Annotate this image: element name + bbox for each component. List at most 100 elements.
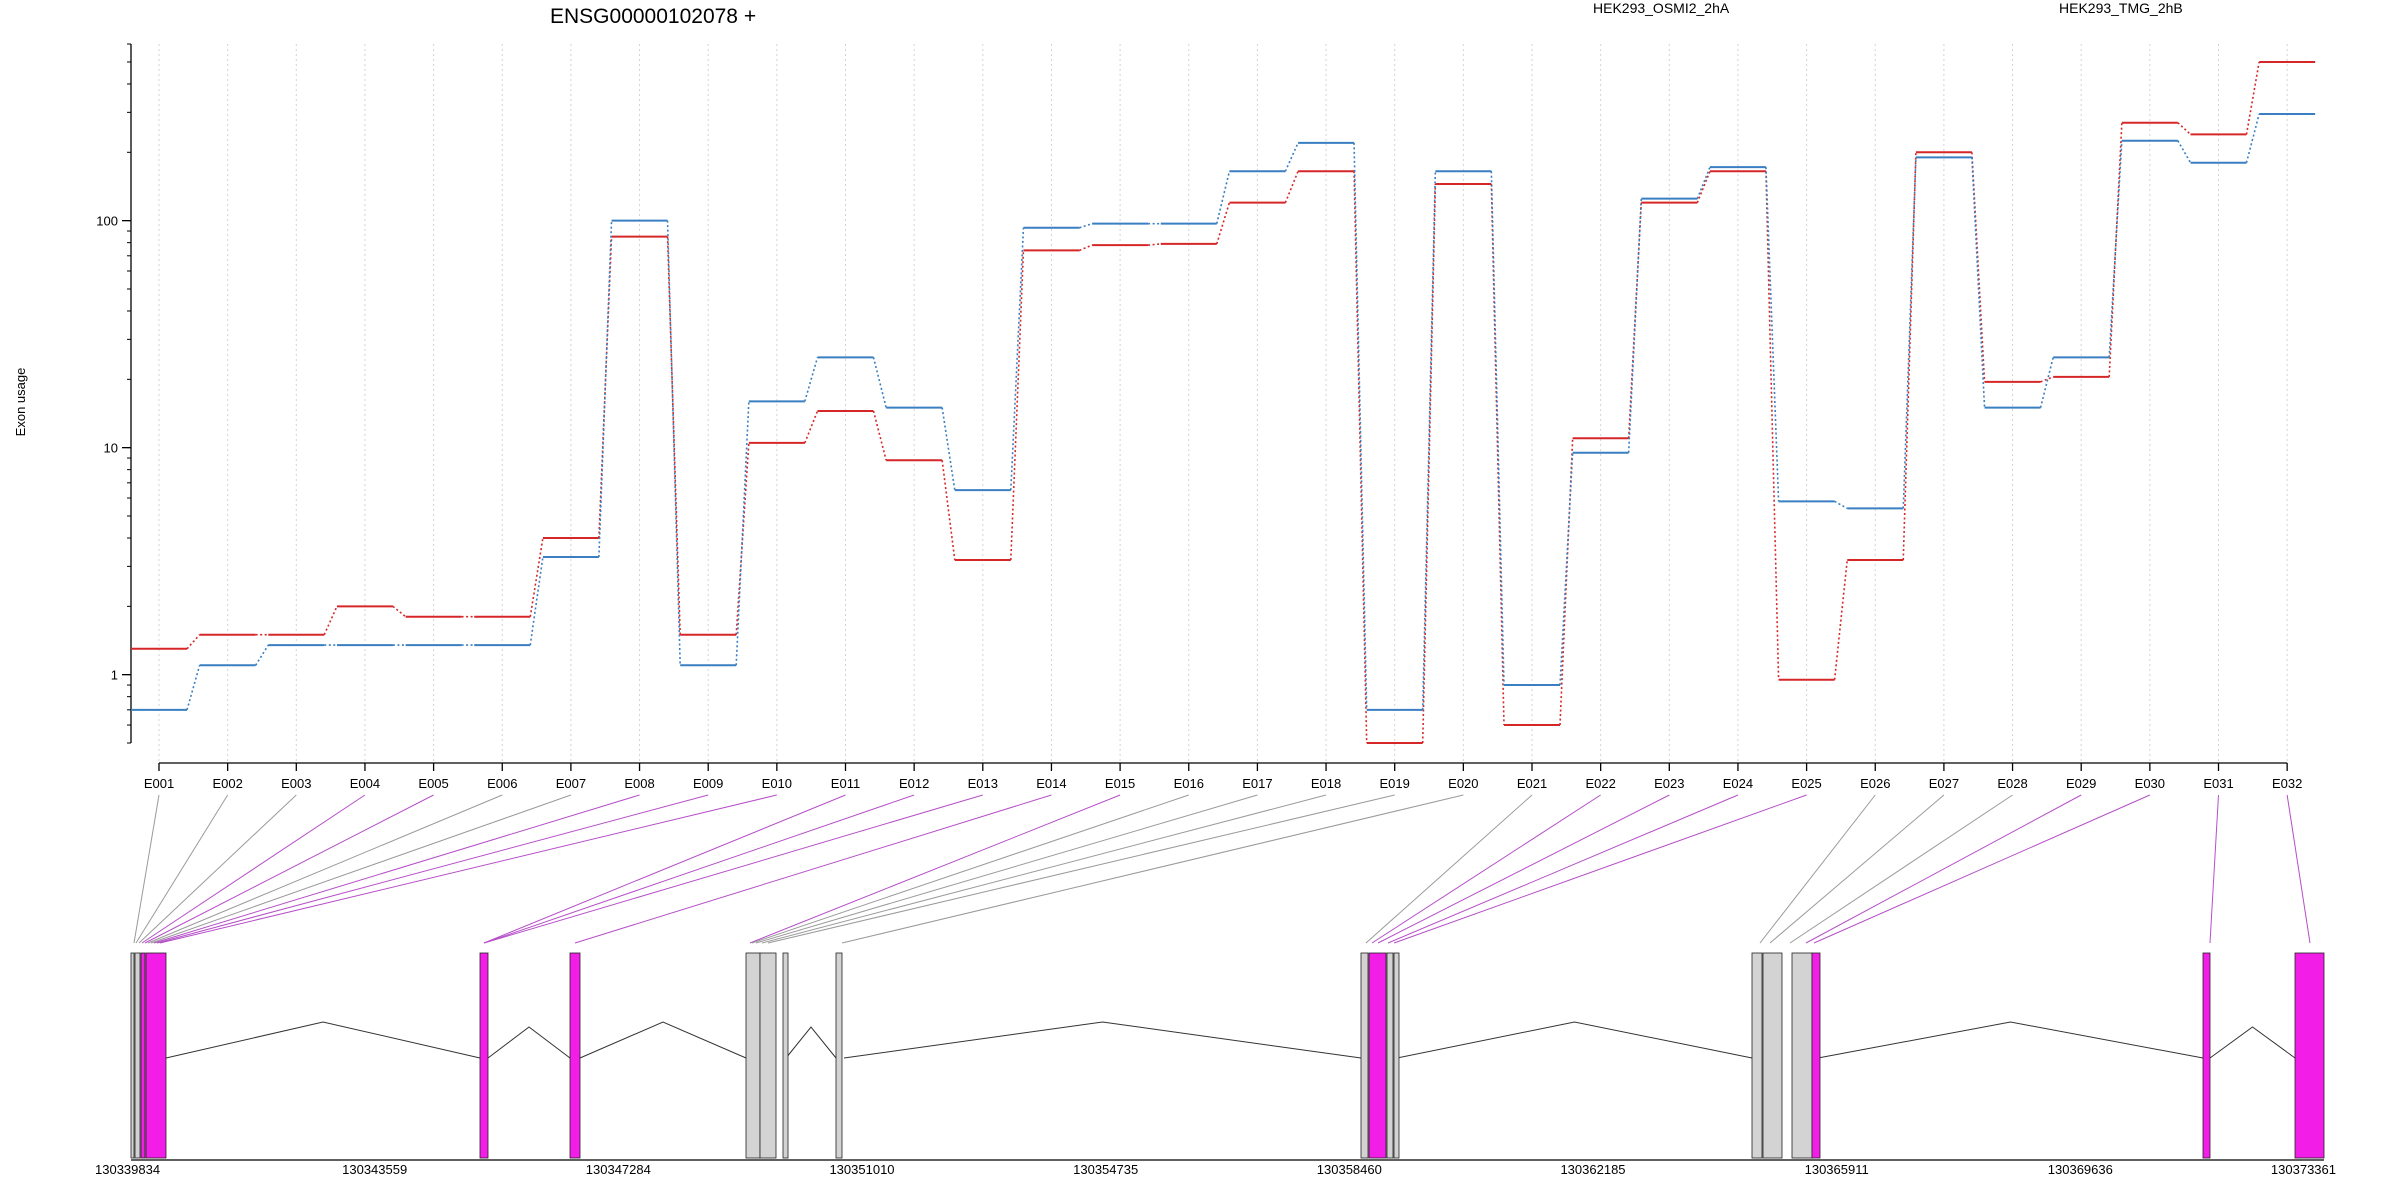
connector-E018 <box>761 794 1327 944</box>
x-tick-label-E009: E009 <box>693 776 723 791</box>
series-2-connector <box>1696 166 1711 199</box>
x-tick-label-E019: E019 <box>1380 776 1410 791</box>
series-2-connector <box>1559 452 1574 686</box>
y-tick-label: 10 <box>104 441 118 456</box>
exon-box-12 <box>1368 952 1387 1159</box>
series-2-connector <box>598 220 613 557</box>
connector-E026 <box>1759 794 1876 944</box>
intron-7 <box>1817 1021 2204 1059</box>
series-2-connector <box>529 556 544 646</box>
exon-box-8 <box>759 952 777 1159</box>
connector-E003 <box>138 794 297 944</box>
coordinate-label: 130347284 <box>586 1162 651 1177</box>
x-tick-label-E023: E023 <box>1654 776 1684 791</box>
series-1-connector <box>1148 243 1161 246</box>
x-tick-label-E027: E027 <box>1929 776 1959 791</box>
connector-E013 <box>483 794 983 944</box>
series-2-connector <box>1079 222 1093 229</box>
connector-E002 <box>135 794 229 944</box>
x-tick-label-E032: E032 <box>2272 776 2302 791</box>
series-2-connector <box>1490 171 1505 686</box>
connector-E004 <box>141 794 366 944</box>
axes: 1 10 100 E001 E002 E003 E004 E005 E006 E007 E008 E0… <box>96 43 2302 791</box>
series-1-connector <box>392 605 407 618</box>
exon-box-20 <box>2294 952 2325 1159</box>
connector-E006 <box>147 794 503 944</box>
series-1-connector <box>1765 171 1780 680</box>
exon-box-14 <box>1393 952 1400 1159</box>
series-1-connector <box>941 460 956 561</box>
exon-box-2 <box>134 952 141 1159</box>
exon-box-17 <box>1791 952 1813 1159</box>
exon-box-3 <box>140 952 146 1159</box>
series-2-connector <box>1902 157 1917 509</box>
series-1 <box>131 60 2316 744</box>
exon-box-19 <box>2202 952 2211 1159</box>
x-tick-label-E026: E026 <box>1860 776 1890 791</box>
connector-E029 <box>1805 794 2082 944</box>
x-tick-label-E018: E018 <box>1311 776 1341 791</box>
x-tick-label-E012: E012 <box>899 776 929 791</box>
series-2-connector <box>1284 142 1299 172</box>
connector-E017 <box>755 794 1258 944</box>
coordinate-label: 130369636 <box>2048 1162 2113 1177</box>
x-tick-label-E013: E013 <box>968 776 998 791</box>
coordinate-label: 130351010 <box>829 1162 894 1177</box>
series-2-connector <box>2108 140 2123 358</box>
series-2-connector <box>941 407 956 491</box>
series-1-connector <box>1215 202 1231 245</box>
connector-E007 <box>150 794 572 944</box>
connector-E008 <box>153 794 640 944</box>
connector-E020 <box>841 794 1464 944</box>
series-1-connector <box>1421 183 1437 744</box>
coordinate-label: 130362185 <box>1560 1162 1625 1177</box>
coordinate-label: 130358460 <box>1317 1162 1382 1177</box>
x-tick-label-E006: E006 <box>487 776 517 791</box>
x-tick-label-E003: E003 <box>281 776 311 791</box>
connector-E014 <box>574 794 1052 944</box>
connector-E021 <box>1365 794 1533 944</box>
coordinate-label: 130354735 <box>1073 1162 1138 1177</box>
series-2-connector <box>2177 140 2192 164</box>
series-2-connector <box>254 644 269 666</box>
exon-box-11 <box>1360 952 1369 1159</box>
connector-E016 <box>751 794 1189 944</box>
exon-box-15 <box>1751 952 1763 1159</box>
series-1-connector <box>186 634 201 650</box>
connector-E015 <box>749 794 1121 944</box>
series-2-connector <box>1215 171 1231 224</box>
series-1-connector <box>804 410 819 444</box>
intron-5 <box>843 1021 1362 1059</box>
connector-E012 <box>483 794 915 944</box>
connector-E024 <box>1387 794 1739 944</box>
connector-E009 <box>156 794 709 944</box>
x-tick-label-E030: E030 <box>2135 776 2165 791</box>
x-tick-label-E001: E001 <box>144 776 174 791</box>
x-tick-label-E025: E025 <box>1791 776 1821 791</box>
series-2-connector <box>804 357 819 402</box>
series-2-connector <box>1971 157 1986 408</box>
series-2-connector <box>2245 113 2260 163</box>
exon-box-9 <box>782 952 789 1159</box>
y-tick-label: 1 <box>111 668 118 683</box>
series-1-connector <box>2245 61 2260 135</box>
x-tick-label-E010: E010 <box>762 776 792 791</box>
series-1-connector <box>1490 183 1505 726</box>
coordinate-label: 130343559 <box>342 1162 407 1177</box>
exon-box-16 <box>1762 952 1783 1159</box>
x-tick-label-E024: E024 <box>1723 776 1753 791</box>
series-2 <box>131 112 2316 711</box>
exon-box-7 <box>745 952 761 1159</box>
series-1-connector <box>1353 171 1368 744</box>
connector-E027 <box>1769 794 1945 944</box>
intron-4 <box>785 1026 837 1059</box>
connector-E030 <box>1813 794 2151 944</box>
exon-box-6 <box>569 952 581 1159</box>
series-1-connector <box>1079 244 1093 252</box>
x-tick-label-E020: E020 <box>1448 776 1478 791</box>
series-2-connector <box>735 401 750 666</box>
series-2-connector <box>1765 167 1780 502</box>
series-1-connector <box>666 236 681 635</box>
series-1-connector <box>1284 170 1299 203</box>
